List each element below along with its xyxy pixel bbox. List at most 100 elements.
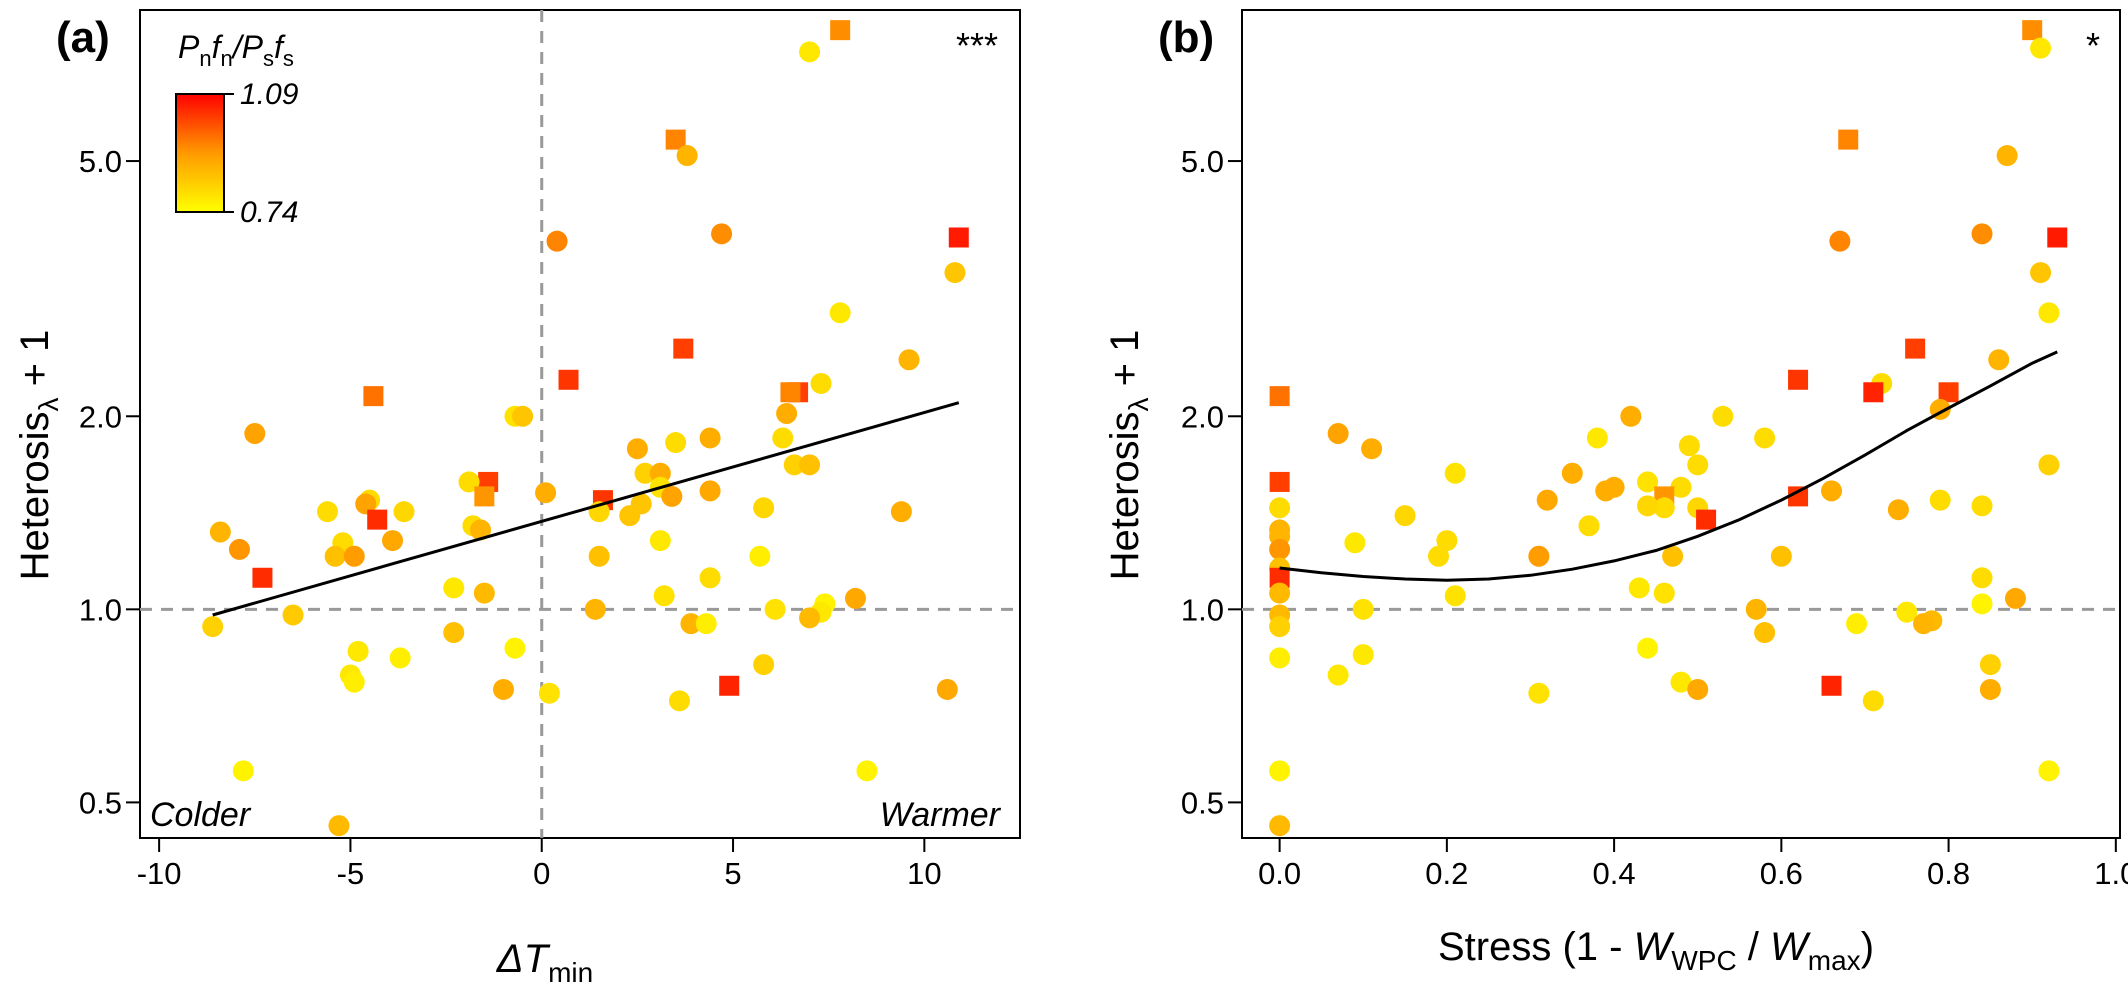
data-point-circle (810, 372, 832, 394)
x-tick-label: 0.0 (1258, 856, 1301, 891)
data-point-circle (1578, 515, 1600, 537)
legend-gradient-bar (175, 93, 225, 213)
data-point-circle (1528, 545, 1550, 567)
y-tick-label: 5.0 (79, 144, 122, 179)
data-point-circle (1269, 616, 1291, 638)
panel-b-ylabel: λHeterosisλ + 1 (1103, 330, 1154, 581)
data-point-circle (1528, 682, 1550, 704)
data-point-circle (676, 145, 698, 167)
data-point-circle (228, 538, 250, 560)
data-point-circle (776, 402, 798, 424)
data-point-circle (1428, 545, 1450, 567)
data-point-circle (634, 462, 656, 484)
data-point-circle (844, 587, 866, 609)
panel-a-label: (a) (56, 13, 110, 62)
panel-a-xlabel: ΔTmin (496, 937, 593, 987)
data-point-circle (389, 647, 411, 669)
legend-min-label: 0.74 (240, 196, 298, 229)
data-point-circle (1269, 582, 1291, 604)
data-point-circle (1269, 760, 1291, 782)
plot-frame (139, 9, 1021, 839)
data-point-circle (1971, 593, 1993, 615)
data-point-circle (393, 501, 415, 523)
data-point-square (1863, 382, 1884, 403)
panel-a-ylabel: Heterosisλ + 1 (13, 330, 64, 581)
colder-label: Colder (150, 796, 252, 834)
panel-a-xlabel-main: ΔT (496, 937, 551, 981)
y-tick-label: 1.0 (1181, 592, 1224, 627)
data-point-circle (2038, 760, 2060, 782)
data-point-circle (1352, 598, 1374, 620)
data-point-circle (898, 349, 920, 371)
data-point-circle (890, 501, 912, 523)
data-point-circle (1745, 598, 1767, 620)
data-point-circle (1971, 567, 1993, 589)
legend-max-label: 1.09 (240, 78, 299, 111)
panel-a-significance: *** (956, 25, 998, 66)
svg-text:Heterosisλ + 1: Heterosisλ + 1 (13, 330, 64, 581)
data-point-circle (473, 582, 495, 604)
data-point-circle (1846, 613, 1868, 635)
data-point-circle (1821, 480, 1843, 502)
y-tick-label: 5.0 (1181, 144, 1224, 179)
data-point-circle (936, 678, 958, 700)
data-point-square (363, 386, 384, 407)
data-point-circle (1269, 538, 1291, 560)
data-point-circle (209, 521, 231, 543)
data-point-square (1838, 129, 1859, 150)
data-point-circle (799, 41, 821, 63)
data-point-circle (1887, 499, 1909, 521)
data-point-circle (1929, 489, 1951, 511)
data-point-circle (492, 678, 514, 700)
data-point-circle (1754, 427, 1776, 449)
data-point-circle (799, 454, 821, 476)
data-point-circle (1444, 462, 1466, 484)
data-point-circle (1444, 585, 1466, 607)
legend-title: Pnfn/Psfs (178, 29, 294, 71)
data-point-square (1269, 567, 1290, 588)
panel-b-ylabel-suffix: + 1 (1103, 330, 1147, 398)
panel-b-xlabel: Stress (1 - WWPC / Wmax) (1438, 925, 1874, 976)
data-point-circle (1327, 423, 1349, 445)
data-point-circle (535, 482, 557, 504)
data-point-circle (232, 760, 254, 782)
data-point-circle (1620, 405, 1642, 427)
x-tick-label: 10 (907, 856, 941, 891)
data-point-circle (944, 262, 966, 284)
x-tick-label: 1.0 (2094, 856, 2128, 891)
data-point-circle (799, 607, 821, 629)
data-point-circle (382, 530, 404, 552)
data-point-circle (668, 690, 690, 712)
x-tick-label: 0.4 (1593, 856, 1636, 891)
data-point-circle (764, 598, 786, 620)
data-point-circle (1979, 654, 2001, 676)
data-point-circle (1912, 613, 1934, 635)
data-point-circle (1269, 497, 1291, 519)
panel-a-xlabel-sub: min (548, 957, 593, 987)
data-point-circle (1269, 815, 1291, 837)
data-point-circle (653, 585, 675, 607)
panel-a-ylabel-suffix: + 1 (13, 330, 57, 398)
data-point-circle (1269, 647, 1291, 669)
data-point-circle (1971, 223, 1993, 245)
data-point-circle (1586, 427, 1608, 449)
data-point-circle (1754, 622, 1776, 644)
data-point-square (252, 567, 273, 588)
x-tick-label: 5 (724, 856, 741, 891)
data-point-circle (1979, 678, 2001, 700)
data-point-circle (470, 519, 492, 541)
data-point-circle (1637, 471, 1659, 493)
data-point-circle (1678, 435, 1700, 457)
data-point-circle (458, 471, 480, 493)
y-tick-label: 2.0 (1181, 399, 1224, 434)
panel-a: (a) *** Colder Warmer Heterosisλ + 1 ΔTm… (13, 9, 1021, 987)
data-point-circle (1712, 405, 1734, 427)
data-point-circle (1595, 480, 1617, 502)
data-point-circle (324, 545, 346, 567)
data-point-square (367, 509, 388, 530)
svg-text:λHeterosisλ + 1: λHeterosisλ + 1 (1103, 330, 1154, 581)
data-point-circle (343, 545, 365, 567)
data-point-circle (1436, 530, 1458, 552)
data-point-circle (1971, 495, 1993, 517)
